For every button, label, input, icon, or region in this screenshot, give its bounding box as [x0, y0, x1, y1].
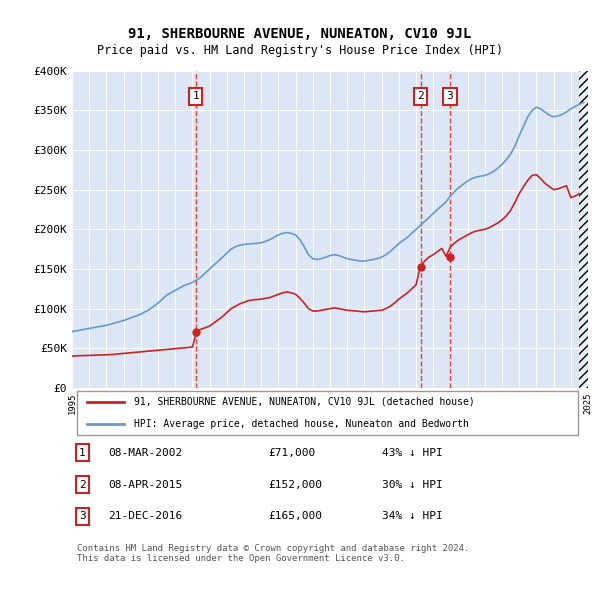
Text: 2: 2 — [417, 91, 424, 101]
Text: 30% ↓ HPI: 30% ↓ HPI — [382, 480, 442, 490]
Text: HPI: Average price, detached house, Nuneaton and Bedworth: HPI: Average price, detached house, Nune… — [134, 419, 469, 429]
Text: 34% ↓ HPI: 34% ↓ HPI — [382, 512, 442, 522]
Text: £152,000: £152,000 — [268, 480, 322, 490]
FancyBboxPatch shape — [77, 391, 578, 435]
Text: 08-MAR-2002: 08-MAR-2002 — [108, 448, 182, 458]
Text: 91, SHERBOURNE AVENUE, NUNEATON, CV10 9JL: 91, SHERBOURNE AVENUE, NUNEATON, CV10 9J… — [128, 27, 472, 41]
Text: 1: 1 — [192, 91, 199, 101]
Text: Contains HM Land Registry data © Crown copyright and database right 2024.
This d: Contains HM Land Registry data © Crown c… — [77, 543, 470, 563]
Text: 3: 3 — [446, 91, 453, 101]
Text: £71,000: £71,000 — [268, 448, 316, 458]
Text: 3: 3 — [79, 512, 86, 522]
Bar — [580, 71, 588, 388]
Text: 91, SHERBOURNE AVENUE, NUNEATON, CV10 9JL (detached house): 91, SHERBOURNE AVENUE, NUNEATON, CV10 9J… — [134, 397, 475, 407]
Text: 1: 1 — [79, 448, 86, 458]
Text: £165,000: £165,000 — [268, 512, 322, 522]
Text: Price paid vs. HM Land Registry's House Price Index (HPI): Price paid vs. HM Land Registry's House … — [97, 44, 503, 57]
Text: 43% ↓ HPI: 43% ↓ HPI — [382, 448, 442, 458]
Text: 08-APR-2015: 08-APR-2015 — [108, 480, 182, 490]
Text: 21-DEC-2016: 21-DEC-2016 — [108, 512, 182, 522]
Text: 2: 2 — [79, 480, 86, 490]
